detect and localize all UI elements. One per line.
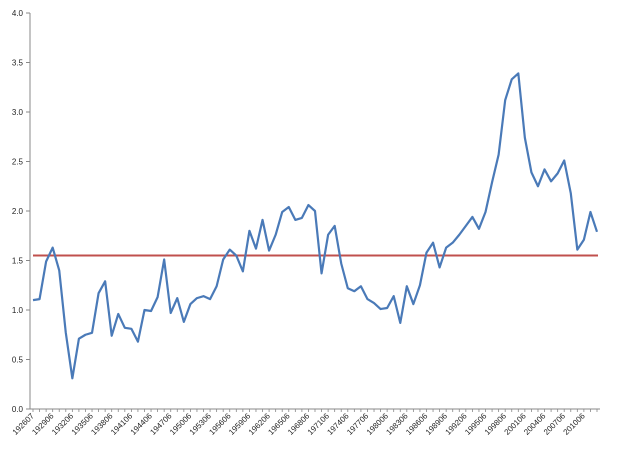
y-tick-label: 1.5: [12, 257, 24, 266]
axis-layer: 0.00.51.01.52.02.53.03.54.01926071929061…: [11, 9, 600, 437]
y-tick-label: 3.5: [12, 59, 24, 68]
series-line: [33, 73, 597, 378]
y-tick-label: 1.0: [12, 306, 24, 315]
x-tick-label: 201006: [562, 411, 588, 437]
y-tick-label: 2.5: [12, 158, 24, 167]
y-tick-label: 0.0: [12, 405, 24, 414]
series-layer: [33, 73, 597, 378]
y-tick-label: 3.0: [12, 108, 24, 117]
y-tick-label: 2.0: [12, 207, 24, 216]
y-tick-label: 0.5: [12, 356, 24, 365]
y-tick-label: 4.0: [12, 9, 24, 18]
